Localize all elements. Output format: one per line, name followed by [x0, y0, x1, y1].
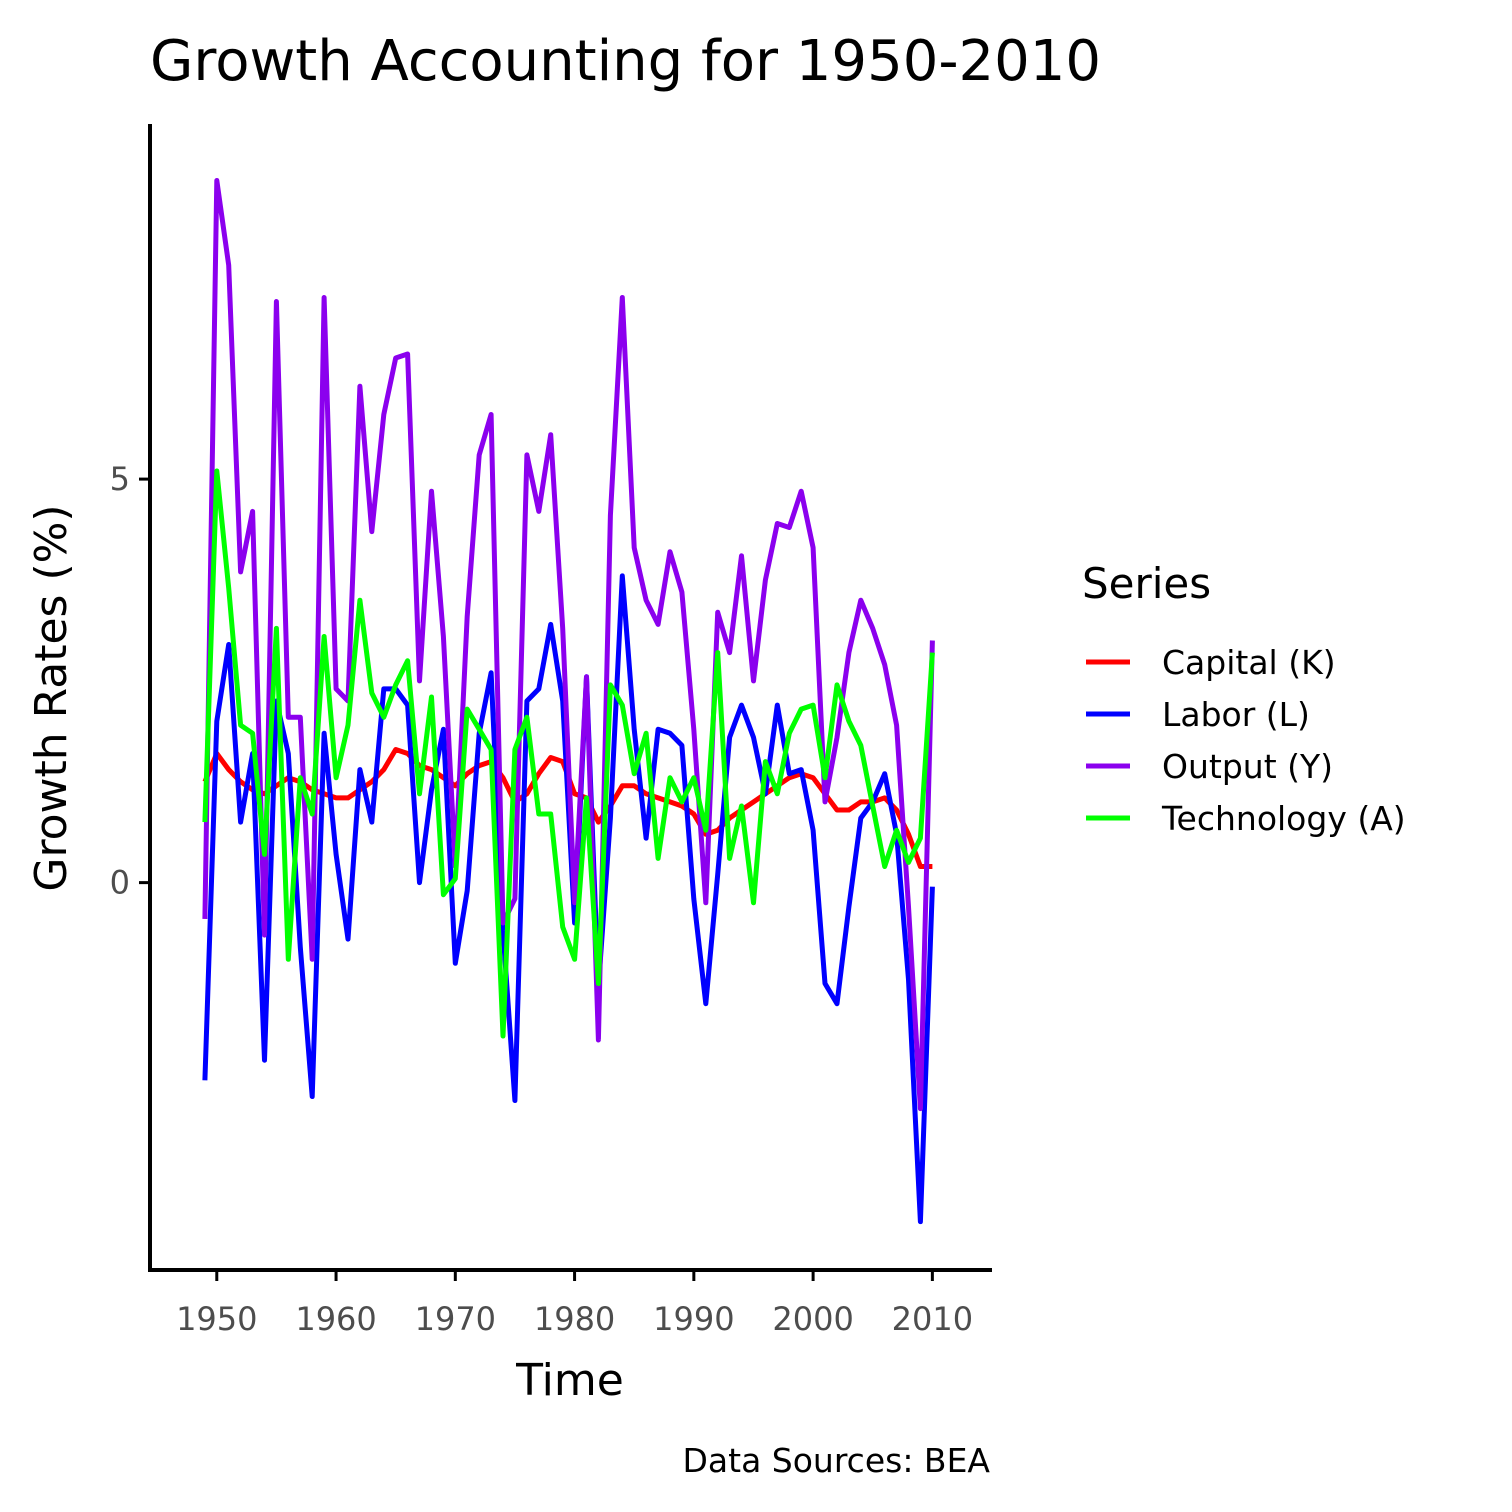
- x-tick-label: 1990: [653, 1300, 734, 1338]
- legend: Series Capital (K) Labor (L) Output (Y) Tec…: [1082, 559, 1406, 838]
- series-line-2: [202, 178, 935, 1112]
- y-axis-title: Growth Rates (%): [26, 504, 77, 891]
- legend-label-1: Labor (L): [1162, 695, 1310, 734]
- chart-title: Growth Accounting for 1950-2010: [150, 29, 1101, 94]
- y-axis-ticks: 05: [110, 460, 150, 902]
- x-tick-label: 1950: [176, 1300, 257, 1338]
- x-axis-ticks: 1950 1960 1970 1980 1990 2000 2010: [176, 1270, 973, 1338]
- y-tick-label: 5: [110, 460, 130, 498]
- x-tick-label: 1960: [295, 1300, 376, 1338]
- y-tick-label: 0: [110, 864, 130, 902]
- legend-label-2: Output (Y): [1162, 747, 1333, 786]
- legend-title: Series: [1082, 559, 1211, 608]
- x-axis-title: Time: [515, 1355, 624, 1406]
- series-line-3: [202, 468, 935, 1039]
- legend-label-0: Capital (K): [1162, 643, 1336, 682]
- x-tick-label: 1970: [415, 1300, 496, 1338]
- x-tick-label: 1980: [534, 1300, 615, 1338]
- caption: Data Sources: BEA: [683, 1441, 991, 1480]
- x-tick-label: 2010: [892, 1300, 973, 1338]
- x-tick-label: 2000: [772, 1300, 853, 1338]
- plot-lines: [202, 178, 935, 1225]
- legend-label-3: Technology (A): [1161, 799, 1406, 838]
